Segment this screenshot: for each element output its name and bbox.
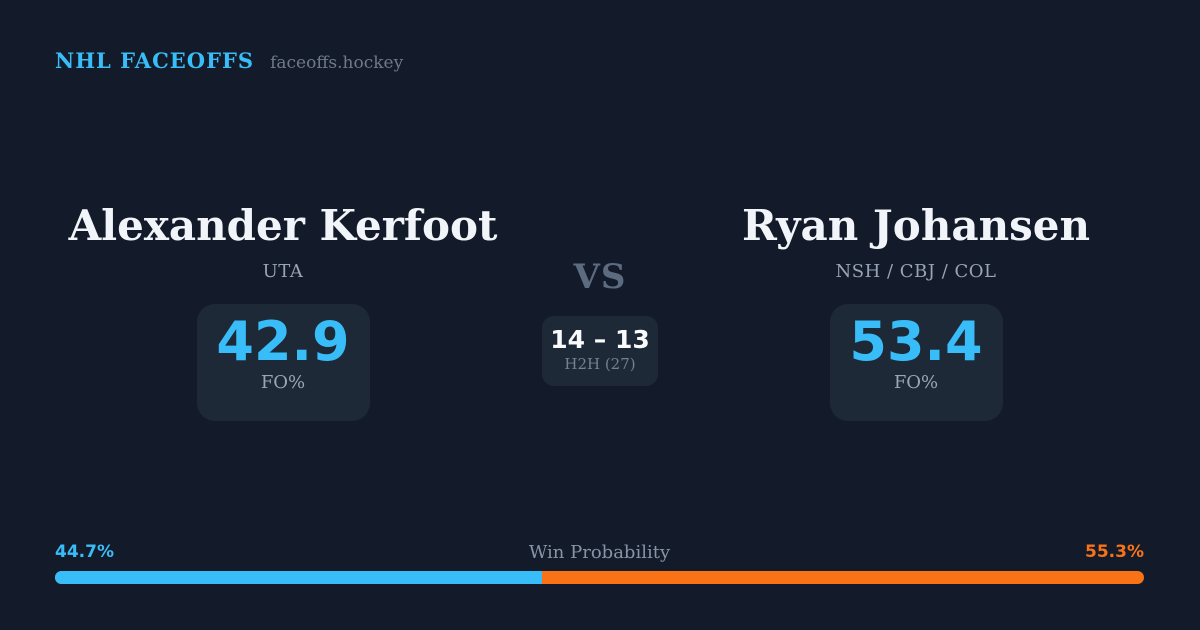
right-player-stat-value: 53.4 xyxy=(849,310,983,373)
site-url: faceoffs.hockey xyxy=(270,53,404,73)
left-player-stat-label: FO% xyxy=(260,372,306,394)
right-player-teams: NSH / CBJ / COL xyxy=(835,261,997,282)
left-player-stat-value: 42.9 xyxy=(216,310,350,373)
win-probability-section: 44.7% Win Probability 55.3% xyxy=(55,542,1144,584)
win-bar-left-fill xyxy=(55,571,542,584)
right-win-percentage: 55.3% xyxy=(1085,542,1144,562)
win-probability-title: Win Probability xyxy=(528,542,671,563)
right-player-stat-label: FO% xyxy=(893,372,939,394)
right-player-stat-card: 53.4 FO% xyxy=(829,304,1003,421)
left-player-name: Alexander Kerfoot xyxy=(68,201,498,250)
vs-label: VS xyxy=(573,257,627,297)
win-probability-labels: 44.7% Win Probability 55.3% xyxy=(55,542,1144,563)
center-column: VS 14 – 13 H2H (27) xyxy=(511,205,689,386)
win-probability-bar xyxy=(55,571,1144,584)
right-player-name: Ryan Johansen xyxy=(741,201,1091,250)
header: NHL FACEOFFS faceoffs.hockey xyxy=(55,48,403,73)
h2h-score: 14 – 13 xyxy=(550,325,650,354)
left-win-percentage: 44.7% xyxy=(55,542,114,562)
left-player-teams: UTA xyxy=(262,261,304,282)
right-player-column: Ryan Johansen NSH / CBJ / COL 53.4 FO% xyxy=(688,205,1144,421)
brand-title: NHL FACEOFFS xyxy=(55,48,255,73)
left-player-stat-card: 42.9 FO% xyxy=(196,304,370,421)
left-player-column: Alexander Kerfoot UTA 42.9 FO% xyxy=(55,205,511,421)
h2h-card: 14 – 13 H2H (27) xyxy=(542,316,658,386)
h2h-label: H2H (27) xyxy=(564,355,636,374)
